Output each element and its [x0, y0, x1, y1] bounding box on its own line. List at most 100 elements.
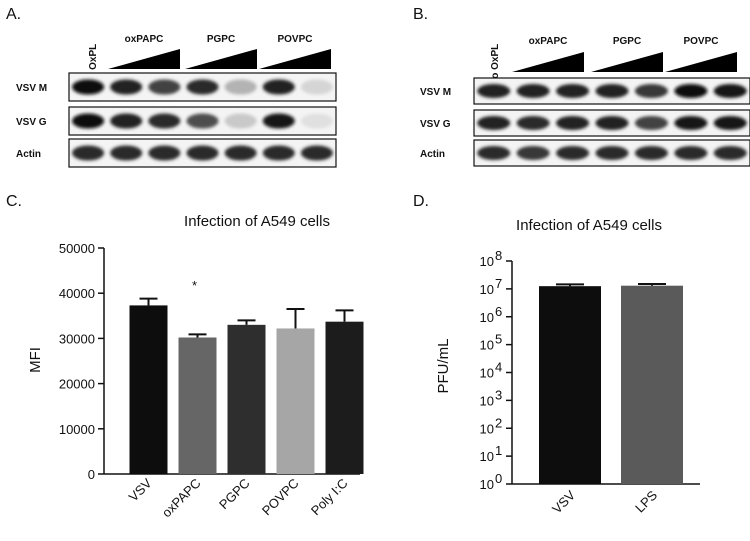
panel-c-letter: C. [6, 193, 22, 210]
blot-band [516, 83, 550, 99]
chart-d-y-tick-label: 10 [480, 449, 494, 464]
bar-lps [621, 285, 683, 484]
blot-band [224, 79, 257, 95]
chart-d-x-tick-label: LPS [632, 487, 660, 515]
blot-band [634, 115, 668, 131]
bar-vsv [539, 286, 601, 484]
blot-band [477, 83, 511, 99]
chart-c-x-tick-label: Poly I:C [308, 476, 351, 519]
bar-povpc [276, 328, 315, 474]
chart-d-y-tick-label: 10 [480, 393, 494, 408]
blot-band [300, 79, 333, 95]
blot-band [72, 113, 105, 129]
blot-row-label-vsv-m: VSV M [16, 83, 47, 94]
blot-band [110, 113, 143, 129]
tick-base: 10 [480, 366, 494, 381]
blot-band [186, 145, 219, 161]
blot-band [262, 113, 295, 129]
tick-base: 10 [480, 393, 494, 408]
bar-chart-panel-c: C. Infection of A549 cells MFI 0 10000 200… [6, 193, 364, 520]
panel-a-group-headers: oxPAPC PGPC POVPC [108, 34, 331, 69]
western-blot-panel-b: B. No OxPL oxPAPC PGPC POVPC VSV M VSV G Act… [413, 6, 750, 167]
blot-band [224, 145, 257, 161]
blot-band [556, 115, 590, 131]
chart-d-y-tick-label: 10 [480, 254, 494, 269]
chart-c-x-tick-label: VSV [126, 475, 155, 504]
blot-band [186, 79, 219, 95]
chart-c-y-axis-label: MFI [27, 347, 44, 373]
panel-a-control-label: No OxPL [88, 44, 99, 86]
group-label-oxpapc: oxPAPC [125, 34, 164, 45]
concentration-wedge-pgpc [185, 49, 257, 69]
blot-band [674, 83, 708, 99]
blot-band [300, 113, 333, 129]
chart-c-x-tick-label: POVPC [259, 476, 302, 519]
panel-b-letter: B. [413, 6, 428, 23]
chart-c-y-tick-label: 20000 [59, 377, 95, 392]
concentration-wedge-pgpc [591, 52, 663, 72]
chart-d-y-tick-label: 10 [480, 421, 494, 436]
blot-band [516, 115, 550, 131]
blot-row-label-actin: Actin [16, 149, 41, 160]
tick-exponent: 2 [495, 415, 502, 430]
blot-band [72, 145, 105, 161]
concentration-wedge-povpc [665, 52, 737, 72]
chart-d-y-tick-label: 10 [480, 282, 494, 297]
blot-band [224, 113, 257, 129]
chart-c-y-tick-label: 30000 [59, 331, 95, 346]
blot-band [72, 79, 105, 95]
tick-base: 10 [480, 421, 494, 436]
blot-band [634, 83, 668, 99]
panel-d-letter: D. [413, 193, 429, 210]
tick-exponent: 7 [495, 276, 502, 291]
group-label-povpc: POVPC [683, 36, 718, 47]
chart-c-y-tick-label: 50000 [59, 241, 95, 256]
bar-oxpapc [178, 337, 217, 474]
blot-band [110, 145, 143, 161]
tick-exponent: 6 [495, 304, 502, 319]
panel-b-control-label: No OxPL [490, 44, 501, 86]
bar-vsv [129, 305, 168, 474]
bar-poly-i-c [325, 321, 364, 474]
chart-d-y-tick-label: 10 [480, 366, 494, 381]
tick-exponent: 1 [495, 443, 502, 458]
blot-row-label-actin: Actin [420, 149, 445, 160]
blot-row-label-vsv-g: VSV G [16, 117, 47, 128]
tick-base: 10 [480, 449, 494, 464]
chart-c-y-tick-label: 10000 [59, 422, 95, 437]
group-label-oxpapc: oxPAPC [529, 36, 568, 47]
blot-band [262, 79, 295, 95]
tick-base: 10 [480, 254, 494, 269]
chart-c-x-tick-label: oxPAPC [159, 476, 204, 521]
blot-row-label-vsv-g: VSV G [420, 119, 451, 130]
tick-base: 10 [480, 282, 494, 297]
blot-row-label-vsv-m: VSV M [420, 87, 451, 98]
significance-asterisk: * [192, 278, 197, 293]
chart-d-y-tick-label: 10 [480, 310, 494, 325]
tick-exponent: 4 [495, 360, 502, 375]
group-label-povpc: POVPC [277, 34, 312, 45]
chart-d-y-tick-label: 10 [480, 477, 494, 492]
blot-band [516, 145, 550, 161]
panel-a-blot-rows: VSV M VSV G Actin [16, 72, 337, 168]
chart-c-y-tick-label: 40000 [59, 286, 95, 301]
group-label-pgpc: PGPC [613, 36, 641, 47]
concentration-wedge-oxpapc [512, 52, 584, 72]
tick-base: 10 [480, 310, 494, 325]
blot-band [674, 145, 708, 161]
blot-band [148, 145, 181, 161]
blot-band [186, 113, 219, 129]
blot-band [674, 115, 708, 131]
chart-c-y-tick-label: 0 [88, 467, 95, 482]
tick-base: 10 [480, 477, 494, 492]
bar-pgpc [227, 324, 266, 474]
panel-a-letter: A. [6, 6, 21, 23]
tick-exponent: 3 [495, 387, 502, 402]
blot-band [713, 145, 747, 161]
blot-band [300, 145, 333, 161]
tick-exponent: 5 [495, 332, 502, 347]
